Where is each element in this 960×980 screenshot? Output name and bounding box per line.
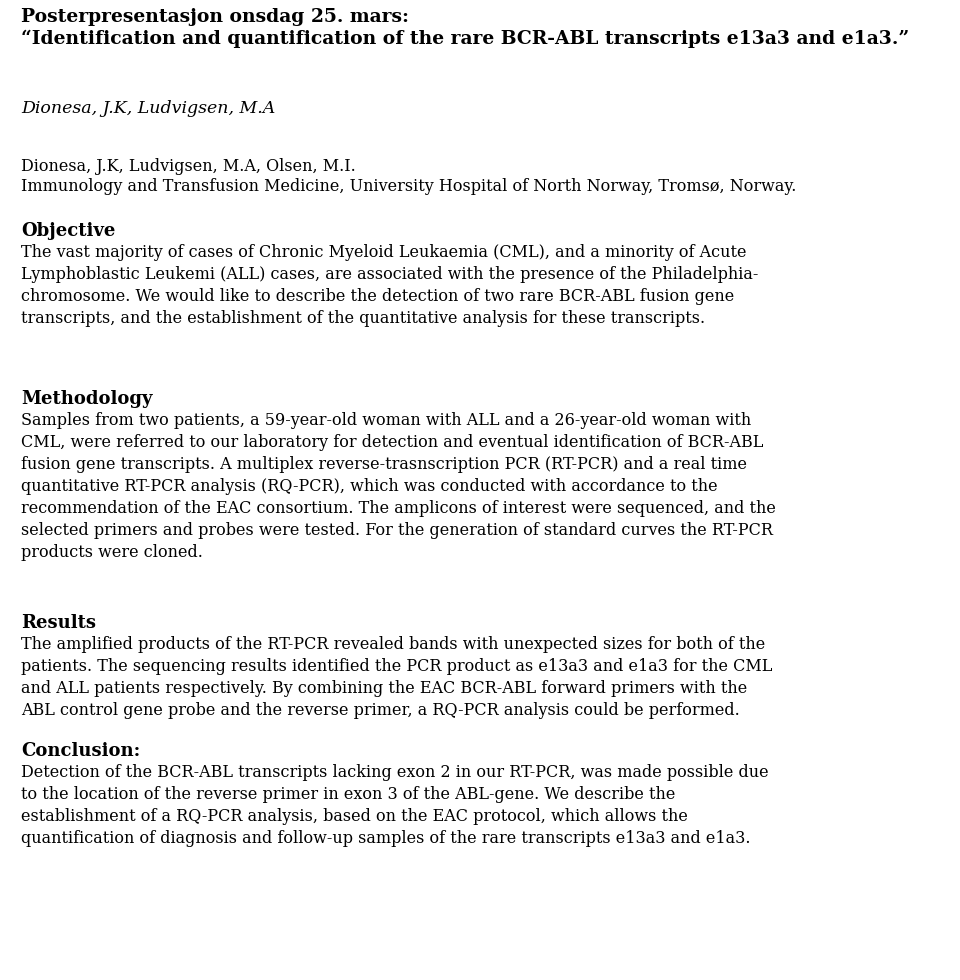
Text: to the location of the reverse primer in exon 3 of the ABL-gene. We describe the: to the location of the reverse primer in… [21, 786, 676, 803]
Text: recommendation of the EAC consortium. The amplicons of interest were sequenced, : recommendation of the EAC consortium. Th… [21, 500, 776, 517]
Text: transcripts, and the establishment of the quantitative analysis for these transc: transcripts, and the establishment of th… [21, 310, 706, 327]
Text: The amplified products of the RT-PCR revealed bands with unexpected sizes for bo: The amplified products of the RT-PCR rev… [21, 636, 765, 653]
Text: products were cloned.: products were cloned. [21, 544, 203, 561]
Text: Methodology: Methodology [21, 390, 153, 408]
Text: chromosome. We would like to describe the detection of two rare BCR-ABL fusion g: chromosome. We would like to describe th… [21, 288, 734, 305]
Text: selected primers and probes were tested. For the generation of standard curves t: selected primers and probes were tested.… [21, 522, 773, 539]
Text: Immunology and Transfusion Medicine, University Hospital of North Norway, Tromsø: Immunology and Transfusion Medicine, Uni… [21, 178, 797, 195]
Text: Results: Results [21, 614, 96, 632]
Text: The vast majority of cases of Chronic Myeloid Leukaemia (CML), and a minority of: The vast majority of cases of Chronic My… [21, 244, 747, 261]
Text: Samples from two patients, a 59-year-old woman with ALL and a 26-year-old woman : Samples from two patients, a 59-year-old… [21, 412, 752, 429]
Text: establishment of a RQ-PCR analysis, based on the EAC protocol, which allows the: establishment of a RQ-PCR analysis, base… [21, 808, 688, 825]
Text: Dionesa, J.K, Ludvigsen, M.A: Dionesa, J.K, Ludvigsen, M.A [21, 100, 276, 117]
Text: patients. The sequencing results identified the PCR product as e13a3 and e1a3 fo: patients. The sequencing results identif… [21, 658, 773, 675]
Text: fusion gene transcripts. A multiplex reverse-trasnscription PCR (RT-PCR) and a r: fusion gene transcripts. A multiplex rev… [21, 456, 747, 473]
Text: and ALL patients respectively. By combining the EAC BCR-ABL forward primers with: and ALL patients respectively. By combin… [21, 680, 748, 697]
Text: ABL control gene probe and the reverse primer, a RQ-PCR analysis could be perfor: ABL control gene probe and the reverse p… [21, 702, 740, 719]
Text: Objective: Objective [21, 222, 115, 240]
Text: Posterpresentasjon onsdag 25. mars:: Posterpresentasjon onsdag 25. mars: [21, 8, 409, 26]
Text: Dionesa, J.K, Ludvigsen, M.A, Olsen, M.I.: Dionesa, J.K, Ludvigsen, M.A, Olsen, M.I… [21, 158, 356, 175]
Text: Detection of the BCR-ABL transcripts lacking exon 2 in our RT-PCR, was made poss: Detection of the BCR-ABL transcripts lac… [21, 764, 769, 781]
Text: Conclusion:: Conclusion: [21, 742, 140, 760]
Text: quantification of diagnosis and follow-up samples of the rare transcripts e13a3 : quantification of diagnosis and follow-u… [21, 830, 751, 847]
Text: “Identification and quantification of the rare BCR-ABL transcripts e13a3 and e1a: “Identification and quantification of th… [21, 30, 909, 48]
Text: Lymphoblastic Leukemi (ALL) cases, are associated with the presence of the Phila: Lymphoblastic Leukemi (ALL) cases, are a… [21, 266, 758, 283]
Text: quantitative RT-PCR analysis (RQ-PCR), which was conducted with accordance to th: quantitative RT-PCR analysis (RQ-PCR), w… [21, 478, 718, 495]
Text: CML, were referred to our laboratory for detection and eventual identification o: CML, were referred to our laboratory for… [21, 434, 763, 451]
